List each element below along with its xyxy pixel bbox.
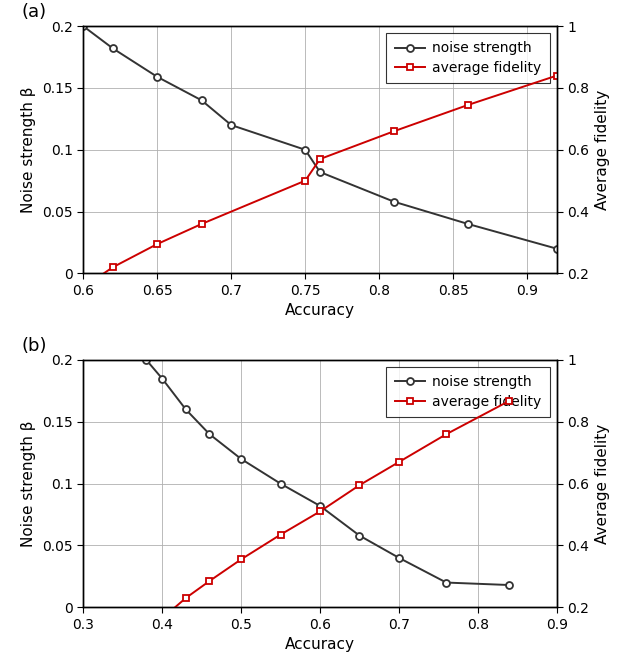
noise strength	[464, 220, 472, 228]
noise strength	[143, 356, 150, 364]
average fidelity	[205, 577, 213, 585]
Line: noise strength: noise strength	[80, 23, 560, 252]
Line: average fidelity: average fidelity	[143, 397, 513, 635]
noise strength	[154, 73, 161, 81]
average fidelity	[390, 127, 398, 135]
noise strength	[276, 480, 284, 488]
Y-axis label: Average fidelity: Average fidelity	[595, 89, 610, 210]
average fidelity	[442, 430, 450, 438]
average fidelity	[506, 397, 513, 405]
Legend: noise strength, average fidelity: noise strength, average fidelity	[387, 33, 550, 84]
noise strength	[506, 581, 513, 589]
average fidelity	[301, 177, 309, 185]
noise strength	[205, 430, 213, 438]
average fidelity	[79, 283, 87, 291]
average fidelity	[182, 594, 189, 602]
noise strength	[316, 168, 324, 176]
Y-axis label: Noise strength β: Noise strength β	[22, 421, 36, 547]
average fidelity	[154, 240, 161, 248]
average fidelity	[464, 101, 472, 109]
noise strength	[158, 375, 166, 383]
Y-axis label: Noise strength β: Noise strength β	[22, 87, 36, 213]
average fidelity	[237, 556, 245, 564]
Text: (a): (a)	[22, 3, 47, 21]
X-axis label: Accuracy: Accuracy	[285, 637, 355, 652]
noise strength	[553, 245, 561, 253]
average fidelity	[143, 628, 150, 636]
average fidelity	[395, 458, 403, 466]
noise strength	[316, 502, 324, 510]
average fidelity	[356, 481, 364, 489]
noise strength	[198, 97, 205, 104]
noise strength	[301, 146, 309, 153]
noise strength	[227, 121, 235, 129]
noise strength	[109, 44, 116, 52]
average fidelity	[109, 263, 116, 271]
noise strength	[442, 579, 450, 586]
average fidelity	[198, 220, 205, 228]
average fidelity	[553, 72, 561, 80]
noise strength	[395, 554, 403, 562]
average fidelity	[316, 155, 324, 163]
Y-axis label: Average fidelity: Average fidelity	[595, 424, 610, 544]
noise strength	[79, 22, 87, 30]
average fidelity	[276, 531, 284, 539]
Text: (b): (b)	[22, 337, 47, 355]
noise strength	[182, 406, 189, 413]
noise strength	[390, 198, 398, 206]
average fidelity	[316, 507, 324, 515]
X-axis label: Accuracy: Accuracy	[285, 304, 355, 319]
Line: average fidelity: average fidelity	[80, 72, 560, 291]
noise strength	[237, 455, 245, 463]
Line: noise strength: noise strength	[143, 357, 513, 588]
Legend: noise strength, average fidelity: noise strength, average fidelity	[387, 367, 550, 417]
noise strength	[356, 532, 364, 539]
